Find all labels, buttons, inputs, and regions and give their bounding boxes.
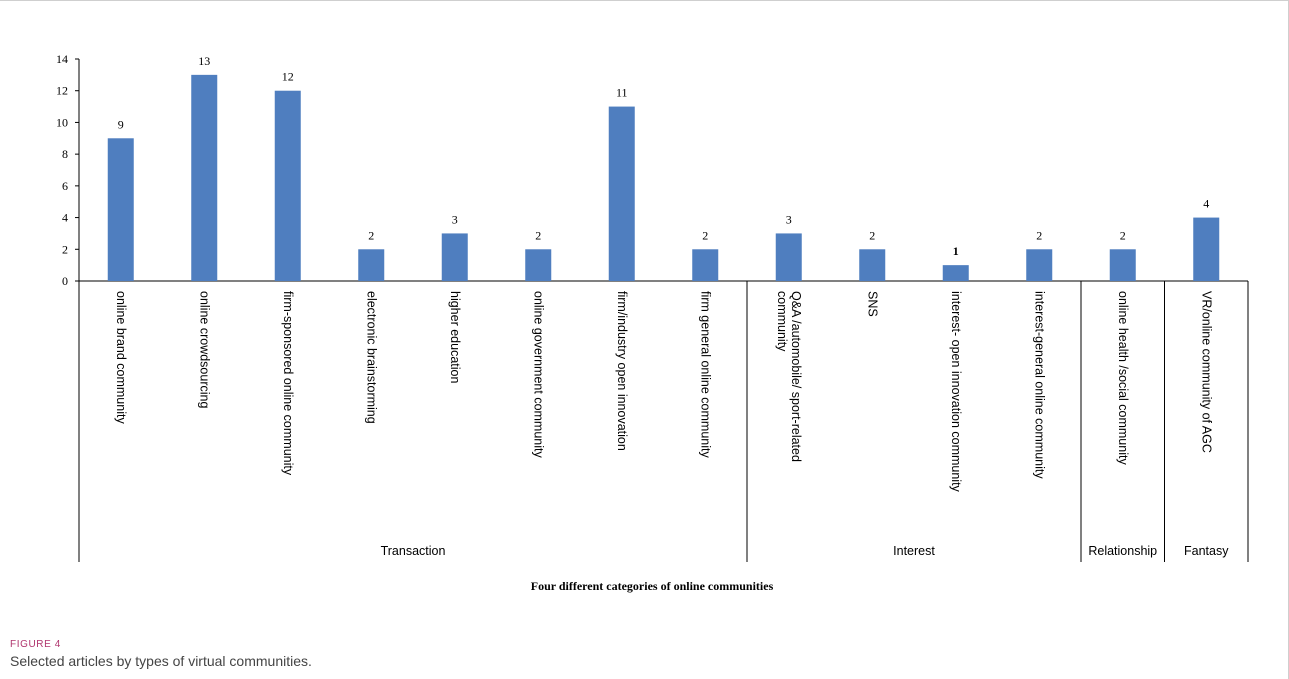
bar-data-label: 2 <box>702 228 708 242</box>
y-tick-label: 0 <box>62 274 68 288</box>
x-category-label: firm/industry open innovation <box>615 291 629 451</box>
y-tick-label: 8 <box>62 147 68 161</box>
x-category-label: interest-general online community <box>1032 291 1046 479</box>
bar-data-label: 2 <box>1120 228 1126 242</box>
bar-data-label: 11 <box>616 86 628 100</box>
bar <box>692 249 719 281</box>
y-tick-label: 6 <box>62 179 68 193</box>
bar-data-label: 9 <box>118 117 124 131</box>
bar-data-label: 2 <box>869 228 875 242</box>
bar <box>358 249 385 281</box>
x-category-label-line: Q&A /automobile/ sport-related <box>789 291 803 462</box>
bar <box>1109 249 1136 281</box>
x-category-label: electronic brainstorming <box>364 291 378 424</box>
x-category-label-line: SNS <box>865 291 879 317</box>
bar <box>775 233 802 281</box>
x-category-label-line: online crowdsourcing <box>197 291 211 408</box>
bar <box>942 265 969 281</box>
bar-data-label: 12 <box>282 70 294 84</box>
category-labels-layer: online brand community online crowdsourci… <box>114 291 1214 493</box>
x-category-label: firm-sponsored online community <box>281 291 295 476</box>
bar <box>274 90 301 281</box>
y-tick-label: 12 <box>56 84 68 98</box>
bar-data-label: 2 <box>1036 228 1042 242</box>
x-category-label: online government community <box>531 291 545 458</box>
bar-data-label: 2 <box>535 228 541 242</box>
bar <box>1193 217 1220 281</box>
x-category-label: firm general online community <box>698 291 712 458</box>
x-category-label: Q&A /automobile/ sport-relatedcommunity <box>775 291 803 462</box>
x-axis-title: Four different categories of online comm… <box>531 579 774 593</box>
group-brackets-layer: Transaction Interest Relationship Fantasy <box>78 281 1249 562</box>
y-tick-label: 2 <box>62 242 68 256</box>
bar-data-label: 3 <box>452 212 458 226</box>
x-category-label: SNS <box>865 291 879 317</box>
group-label: Interest <box>893 544 935 558</box>
y-tick-label: 4 <box>62 211 68 225</box>
bar-data-label: 1 <box>953 244 959 258</box>
bar <box>191 74 218 281</box>
x-category-label-line: online government community <box>531 291 545 458</box>
bar <box>441 233 468 281</box>
bar-data-label: 2 <box>368 228 374 242</box>
x-category-label: online health /social community <box>1116 291 1130 465</box>
x-category-label: online brand community <box>114 291 128 424</box>
bar <box>525 249 552 281</box>
bar-data-label: 3 <box>786 212 792 226</box>
group-label: Fantasy <box>1184 544 1229 558</box>
x-category-label-line: higher education <box>448 291 462 383</box>
x-category-label: higher education <box>448 291 462 383</box>
bar <box>608 106 635 281</box>
x-category-label: interest- open innovation community <box>949 291 963 493</box>
figure-caption: Selected articles by types of virtual co… <box>10 653 312 669</box>
group-label: Relationship <box>1088 544 1157 558</box>
bar <box>107 138 134 281</box>
bar <box>1026 249 1053 281</box>
bars-layer <box>107 74 1220 281</box>
bar-data-label: 13 <box>198 54 210 68</box>
x-category-label-line: interest-general online community <box>1032 291 1046 479</box>
y-tick-label: 10 <box>56 115 68 129</box>
bar <box>859 249 886 281</box>
figure-label: FIGURE 4 <box>10 639 61 650</box>
x-category-label-line: firm-sponsored online community <box>281 291 295 476</box>
x-category-label: online crowdsourcing <box>197 291 211 408</box>
x-category-label-line: firm/industry open innovation <box>615 291 629 451</box>
x-category-label-line: firm general online community <box>698 291 712 458</box>
group-label: Transaction <box>381 544 446 558</box>
x-category-label-line: electronic brainstorming <box>364 291 378 424</box>
x-category-label-line: online brand community <box>114 291 128 424</box>
x-category-label-line: online health /social community <box>1116 291 1130 465</box>
x-category-label-line: interest- open innovation community <box>949 291 963 493</box>
x-category-label: VR/online community of AGC <box>1199 291 1213 453</box>
bar-data-label: 4 <box>1203 197 1209 211</box>
y-tick-label: 14 <box>56 52 68 66</box>
x-category-label-line: community <box>775 291 789 352</box>
x-category-label-line: VR/online community of AGC <box>1199 291 1213 453</box>
